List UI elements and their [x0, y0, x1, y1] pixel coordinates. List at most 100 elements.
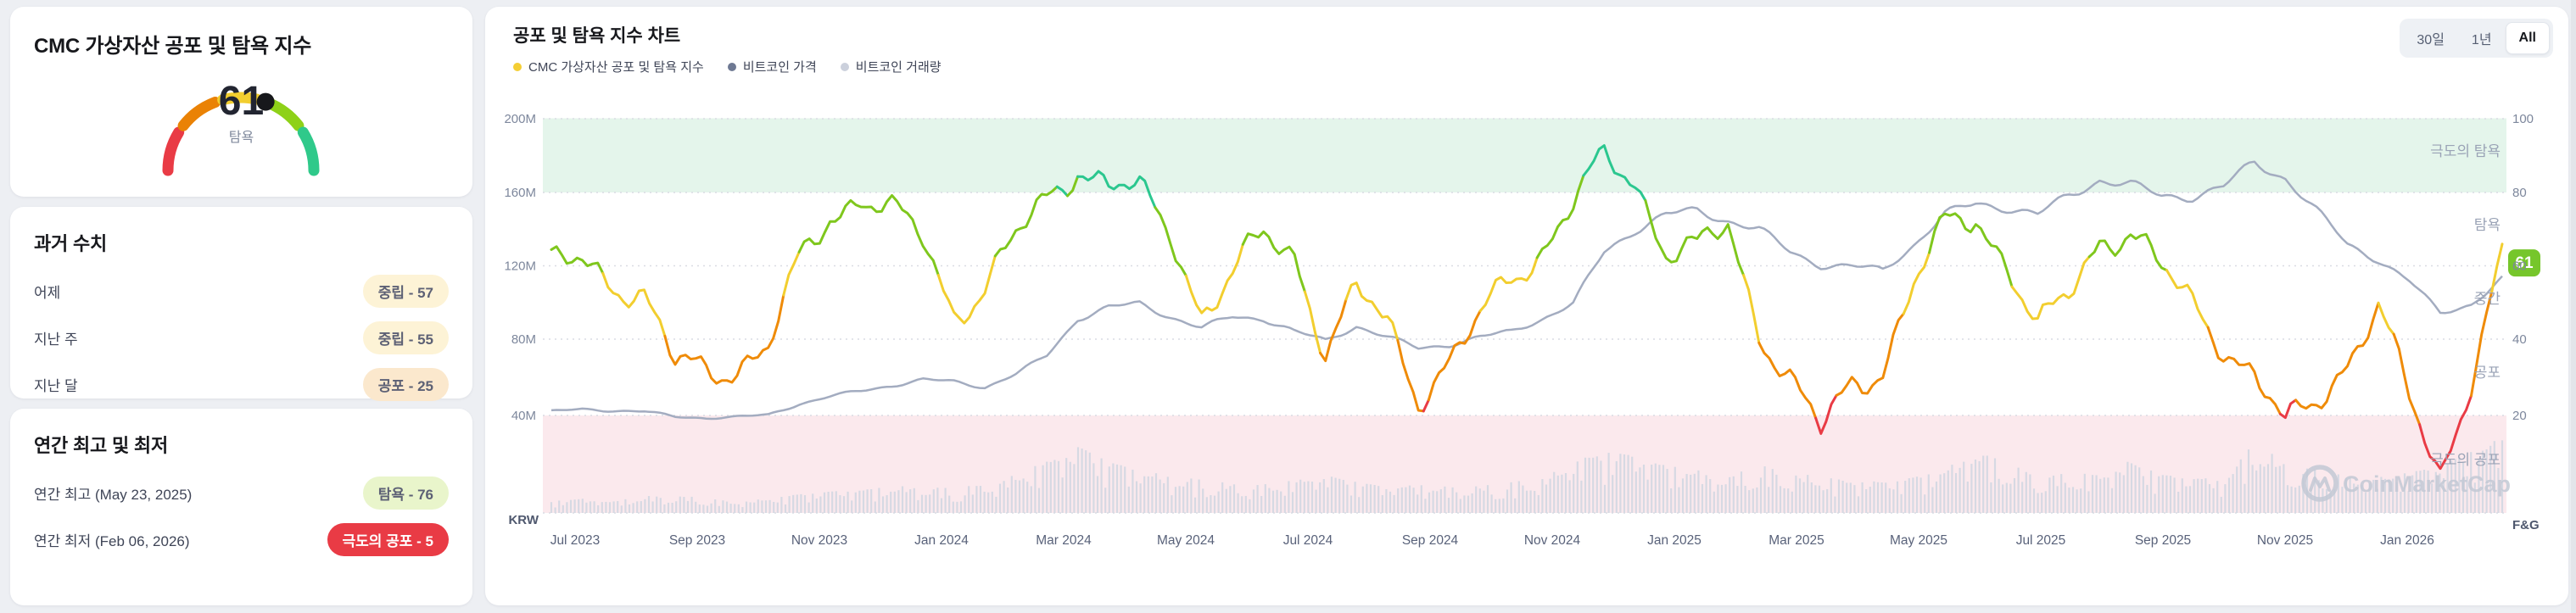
- volume-bar: [2158, 476, 2160, 513]
- volume-bar: [2461, 461, 2465, 513]
- volume-bar: [979, 486, 982, 513]
- yearly-label: 연간 최고 (May 23, 2025): [34, 487, 193, 503]
- legend-label: CMC 가상자산 공포 및 탐욕 지수: [528, 60, 704, 75]
- volume-bar: [1729, 476, 1731, 513]
- volume-bar: [1822, 490, 1824, 513]
- range-button-all[interactable]: All: [2505, 22, 2550, 54]
- volume-bar: [1517, 481, 1520, 513]
- current-value-badge-text: 61: [2515, 254, 2534, 272]
- volume-bar: [1143, 476, 1146, 513]
- volume-bar: [1018, 480, 1021, 513]
- volume-bar: [1744, 486, 1746, 513]
- zone-label: 중간: [2474, 291, 2501, 307]
- volume-bar: [2110, 488, 2114, 513]
- range-button-30일[interactable]: 30일: [2403, 22, 2458, 54]
- gauge-arc: [162, 92, 320, 176]
- volume-bar: [1073, 464, 1076, 513]
- volume-bar: [573, 499, 576, 513]
- gauge-segment-extreme-fear: [162, 126, 185, 176]
- volume-bar: [1295, 482, 1298, 513]
- range-button-1년[interactable]: 1년: [2458, 22, 2506, 54]
- volume-bar: [1276, 489, 1278, 513]
- volume-bar: [632, 503, 634, 513]
- volume-bar: [1651, 464, 1653, 513]
- volume-bar: [929, 494, 931, 513]
- volume-bar: [1467, 495, 1470, 513]
- volume-bar: [2458, 456, 2461, 513]
- volume-bar: [1369, 484, 1372, 513]
- fng-line-segment: [1757, 341, 1818, 420]
- index-card-title: CMC 가상자산 공포 및 탐욕 지수: [34, 35, 312, 58]
- history-badge: 중립 - 57: [362, 275, 449, 308]
- volume-bar: [2415, 471, 2417, 513]
- volume-bar: [2048, 477, 2051, 513]
- volume-bar: [2115, 471, 2117, 513]
- chart-title: 공포 및 탐욕 지수 차트: [513, 26, 681, 46]
- volume-bar: [1939, 474, 1942, 513]
- volume-bar: [2169, 476, 2172, 513]
- volume-bar: [2002, 484, 2004, 513]
- volume-bar: [1361, 486, 1364, 513]
- fng-line-segment: [2490, 242, 2504, 293]
- volume-bar: [2220, 496, 2222, 513]
- volume-bar: [737, 504, 740, 513]
- volume-bar: [803, 495, 807, 513]
- volume-bar: [1846, 482, 1848, 513]
- volume-bar: [1147, 476, 1149, 513]
- x-axis-label: Jul 2024: [1283, 533, 1333, 548]
- volume-bar: [1896, 481, 1899, 513]
- right-axis-label: 40: [2512, 332, 2527, 347]
- volume-bar: [1202, 488, 1204, 513]
- volume-bar: [2076, 489, 2078, 513]
- fear-greed-chart-card: 공포 및 탐욕 지수 차트 CMC 가상자산 공포 및 탐욕 지수 비트코인 가격…: [485, 7, 2568, 605]
- volume-bar: [1159, 479, 1161, 513]
- volume-bar: [1600, 460, 1602, 513]
- volume-bar: [741, 507, 744, 513]
- volume-bar: [1627, 454, 1629, 513]
- legend-item[interactable]: 비트코인 가격: [727, 58, 817, 75]
- volume-bar: [1612, 475, 1614, 513]
- volume-bar: [1998, 478, 2000, 513]
- volume-bar: [1924, 494, 1926, 513]
- volume-bar: [1748, 490, 1751, 513]
- volume-bar: [1990, 482, 1992, 513]
- volume-bar: [2013, 477, 2016, 513]
- volume-bar: [1525, 490, 1528, 513]
- fng-line-segment: [1076, 170, 1157, 209]
- volume-bar: [725, 501, 729, 513]
- volume-bar: [1674, 466, 1676, 513]
- volume-bar: [1456, 492, 1458, 513]
- volume-bar: [578, 499, 580, 513]
- volume-bar: [2337, 474, 2339, 513]
- fng-line-segment: [1427, 309, 1482, 402]
- zone-label: 극도의 탐욕: [2430, 143, 2501, 159]
- right-axis-label: 20: [2512, 409, 2527, 423]
- scrollbar-track[interactable]: [2571, 0, 2576, 613]
- volume-bar: [659, 498, 662, 513]
- volume-bar: [1381, 494, 1383, 513]
- fng-line-segment: [1154, 206, 1187, 277]
- volume-bar: [1049, 461, 1052, 513]
- volume-bar: [1057, 460, 1060, 513]
- fng-line-segment: [2165, 269, 2210, 329]
- volume-bar: [1007, 487, 1009, 513]
- volume-bar: [656, 496, 658, 513]
- volume-bar: [2314, 470, 2316, 513]
- volume-bar: [1783, 488, 1785, 513]
- history-row: 지난 달 공포 - 25: [34, 361, 449, 408]
- volume-bar: [2204, 478, 2207, 513]
- volume-bar: [1951, 465, 1953, 513]
- legend-item[interactable]: CMC 가상자산 공포 및 탐욕 지수: [513, 58, 704, 75]
- volume-bar: [1779, 486, 1782, 513]
- fng-line-segment: [1814, 393, 1838, 435]
- volume-bar: [1424, 499, 1427, 513]
- right-axis-label: 80: [2512, 186, 2527, 200]
- volume-bar: [1349, 495, 1353, 513]
- fng-line-segment: [1319, 298, 1348, 363]
- legend-item[interactable]: 비트코인 거래량: [840, 58, 942, 75]
- volume-bar: [1377, 486, 1380, 513]
- volume-bar: [1451, 487, 1454, 513]
- fng-line-segment: [1644, 199, 1746, 277]
- volume-bar: [1322, 479, 1325, 513]
